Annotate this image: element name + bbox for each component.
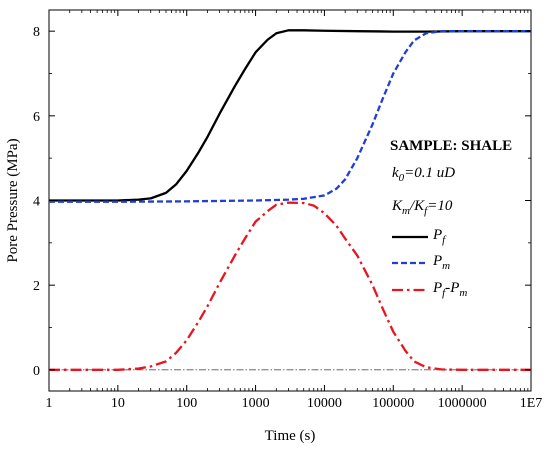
legend-label-pm: Pm — [432, 253, 450, 272]
x-tick-label: 1000000 — [438, 396, 487, 411]
x-tick-label: 1000 — [242, 396, 270, 411]
y-axis-title: Pore Pressure (MPa) — [5, 138, 21, 262]
x-tick-label: 100 — [176, 396, 197, 411]
x-tick-label: 1E7 — [520, 396, 543, 411]
legend: Pf Pm Pf-Pm — [392, 227, 467, 299]
x-tick-label: 10000 — [307, 396, 342, 411]
series-pm-line — [49, 30, 531, 203]
legend-label-pf: Pf — [432, 227, 447, 246]
y-tick-label: 4 — [33, 195, 40, 210]
ratio-annotation: Km/Kf=10 — [391, 198, 453, 217]
series-pf-line — [49, 29, 531, 202]
y-tick-label: 6 — [33, 110, 40, 125]
sample-annotation: SAMPLE: SHALE — [390, 138, 512, 154]
legend-label-pf-minus-pm: Pf-Pm — [432, 280, 467, 299]
x-tick-label: 1 — [46, 396, 53, 411]
y-tick-label: 8 — [33, 25, 40, 40]
x-tick-label: 10 — [111, 396, 125, 411]
x-axis-title: Time (s) — [265, 428, 316, 444]
k0-annotation: k0=0.1 uD — [392, 165, 455, 184]
x-tick-label: 100000 — [372, 396, 414, 411]
y-tick-label: 0 — [33, 364, 40, 379]
y-tick-label: 2 — [33, 279, 40, 294]
series-pf-minus-pm-line — [49, 201, 531, 371]
